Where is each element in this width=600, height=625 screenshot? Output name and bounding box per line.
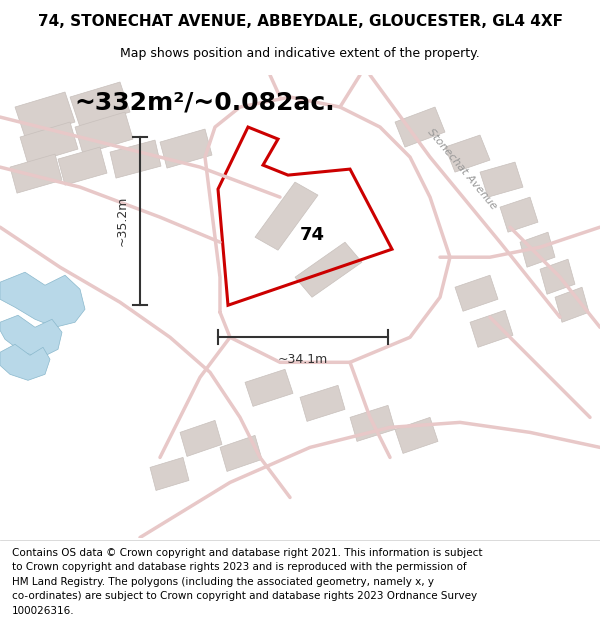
Polygon shape [0, 272, 85, 328]
Text: to Crown copyright and database rights 2023 and is reproduced with the permissio: to Crown copyright and database rights 2… [12, 562, 467, 572]
Text: 74: 74 [299, 226, 325, 244]
Text: Stonechat Avenue: Stonechat Avenue [425, 127, 499, 211]
Text: ~34.1m: ~34.1m [278, 352, 328, 366]
Text: 74, STONECHAT AVENUE, ABBEYDALE, GLOUCESTER, GL4 4XF: 74, STONECHAT AVENUE, ABBEYDALE, GLOUCES… [37, 14, 563, 29]
Polygon shape [395, 418, 438, 453]
Polygon shape [150, 458, 189, 491]
Polygon shape [0, 344, 50, 381]
Polygon shape [445, 135, 490, 172]
Polygon shape [160, 129, 212, 168]
Polygon shape [15, 92, 75, 137]
Polygon shape [555, 288, 589, 322]
Polygon shape [470, 310, 513, 348]
Polygon shape [300, 386, 345, 421]
Polygon shape [350, 406, 395, 441]
Text: HM Land Registry. The polygons (including the associated geometry, namely x, y: HM Land Registry. The polygons (includin… [12, 577, 434, 587]
Polygon shape [58, 147, 107, 185]
Polygon shape [220, 436, 262, 471]
Polygon shape [455, 275, 498, 311]
Polygon shape [245, 369, 293, 406]
Polygon shape [110, 140, 161, 178]
Polygon shape [395, 107, 445, 147]
Text: Contains OS data © Crown copyright and database right 2021. This information is : Contains OS data © Crown copyright and d… [12, 548, 482, 558]
Text: co-ordinates) are subject to Crown copyright and database rights 2023 Ordnance S: co-ordinates) are subject to Crown copyr… [12, 591, 477, 601]
Polygon shape [10, 154, 62, 193]
Polygon shape [480, 162, 523, 197]
Polygon shape [500, 197, 538, 232]
Polygon shape [520, 232, 555, 268]
Text: ~332m²/~0.082ac.: ~332m²/~0.082ac. [74, 90, 335, 114]
Polygon shape [70, 82, 130, 127]
Text: Map shows position and indicative extent of the property.: Map shows position and indicative extent… [120, 48, 480, 61]
Polygon shape [20, 122, 78, 164]
Polygon shape [0, 315, 62, 358]
Polygon shape [295, 242, 362, 298]
Polygon shape [180, 421, 222, 456]
Polygon shape [540, 259, 575, 294]
Text: ~35.2m: ~35.2m [115, 196, 128, 246]
Polygon shape [75, 112, 133, 154]
Text: 100026316.: 100026316. [12, 606, 74, 616]
Polygon shape [255, 182, 318, 250]
